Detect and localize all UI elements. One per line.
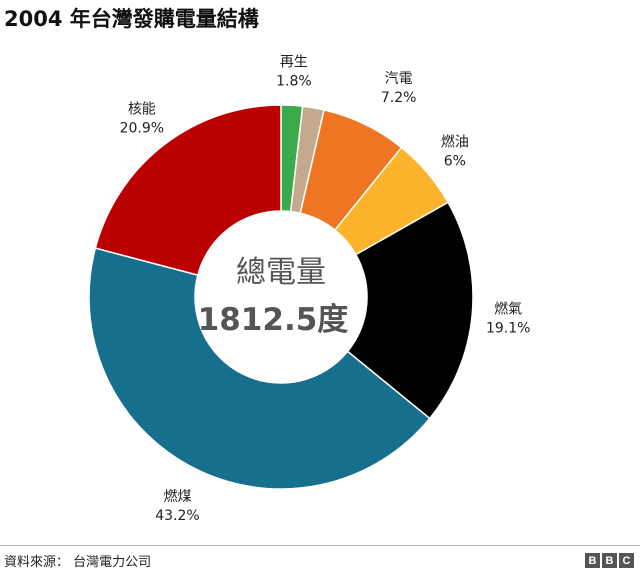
slice-label: 燃煤 (163, 488, 191, 505)
footer-divider (0, 545, 640, 546)
donut-slices (88, 104, 474, 490)
logo-letter: C (619, 553, 634, 568)
slice-value-label: 1.8% (276, 73, 312, 89)
donut-slice (94, 104, 282, 277)
donut-hole (196, 212, 366, 382)
slice-value-label: 6% (444, 153, 466, 169)
donut-slice (346, 201, 474, 420)
bbc-logo: B B C (585, 553, 634, 568)
slice-label: 燃氣 (494, 300, 522, 317)
source-note: 資料來源： 台灣電力公司 (4, 555, 152, 570)
center-title: 總電量 (236, 255, 326, 290)
logo-letter: B (585, 553, 600, 568)
slice-label: 汽電 (385, 71, 413, 87)
center-value: 1812.5度 (198, 302, 349, 338)
slice-value-label: 20.9% (120, 120, 164, 136)
slice-value-label: 19.1% (486, 320, 530, 336)
logo-letter: B (602, 553, 617, 568)
slice-label: 核能 (128, 101, 156, 117)
slice-label: 再生 (280, 54, 308, 70)
slice-value-label: 7.2% (381, 90, 417, 106)
slice-label: 燃油 (441, 133, 469, 150)
chart-title: 2004 年台灣發購電量結構 (4, 7, 259, 31)
slice-value-label: 43.2% (155, 508, 199, 524)
slice-labels: 再生 1.8% 汽電 7.2% 燃油 6% 燃氣 19.1% 燃煤 43.2% 核能 20.9% (120, 54, 531, 524)
donut-slice (88, 247, 431, 490)
